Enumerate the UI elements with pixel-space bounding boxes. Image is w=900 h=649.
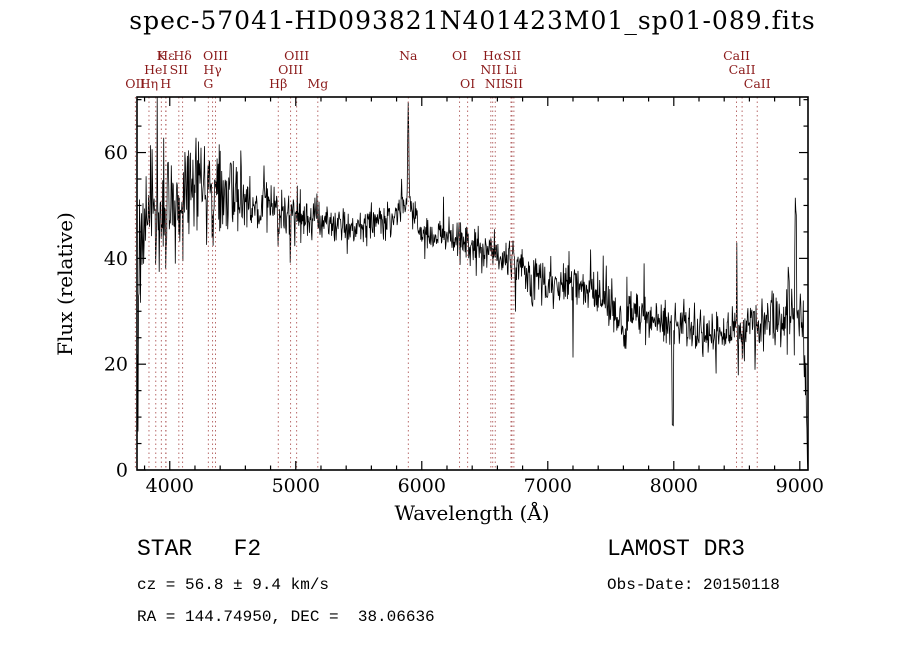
spectral-line-label: CaII <box>729 62 756 77</box>
spectral-line-label: HeI <box>144 62 167 77</box>
spectral-line-label: OIII <box>284 48 309 63</box>
x-tick-label: 4000 <box>146 475 194 497</box>
x-tick-label: 8000 <box>650 475 698 497</box>
spectral-line-label: OII <box>125 76 145 91</box>
y-axis-title: Flux (relative) <box>53 212 77 356</box>
y-tick-label: 0 <box>116 460 128 482</box>
y-tick-label: 40 <box>104 248 128 270</box>
spectral-line-label: OI <box>452 48 467 63</box>
spectral-line-label: NII <box>480 62 501 77</box>
spectral-line-label: Hβ <box>269 76 287 91</box>
cz-value-label: cz = 56.8 ± 9.4 km/s <box>137 576 330 594</box>
spectral-line-label: Li <box>505 62 517 77</box>
spectral-line-label: Hα <box>483 48 503 63</box>
y-tick-label: 20 <box>104 354 128 376</box>
spectral-line-label: Hε <box>157 48 174 63</box>
spectral-line-label: CaII <box>744 76 771 91</box>
x-tick-label: 6000 <box>398 475 446 497</box>
spectral-line-label: H <box>160 76 171 91</box>
spectral-line-label: CaII <box>723 48 750 63</box>
x-axis-title: Wavelength (Å) <box>394 500 549 525</box>
x-tick-label: 9000 <box>776 475 824 497</box>
x-tick-label: 5000 <box>272 475 320 497</box>
spectral-line-label: G <box>203 76 213 91</box>
y-tick-label: 60 <box>104 142 128 164</box>
spectral-line-label: Na <box>399 48 418 63</box>
spectral-line-label: SII <box>170 62 189 77</box>
spectral-line-label: Hδ <box>173 48 191 63</box>
spectral-line-label: Hγ <box>203 62 221 77</box>
obs-date-label: Obs-Date: 20150118 <box>607 576 780 594</box>
spectral-line-label: K <box>157 48 167 63</box>
spectral-line-label: OI <box>460 76 475 91</box>
spectral-line-label: Hη <box>140 76 158 91</box>
object-class-label: STAR F2 <box>137 536 262 562</box>
plot-frame <box>136 96 809 471</box>
spectral-line-label: SII <box>503 48 522 63</box>
spectral-line-label: SII <box>505 76 524 91</box>
spectral-line-label: OIII <box>278 62 303 77</box>
plot-title: spec-57041-HD093821N401423M01_sp01-089.f… <box>129 6 816 35</box>
survey-label: LAMOST DR3 <box>607 536 746 562</box>
spectral-line-label: OIII <box>203 48 228 63</box>
ra-dec-label: RA = 144.74950, DEC = 38.06636 <box>137 608 435 626</box>
spectral-line-label: NII <box>485 76 506 91</box>
spectral-line-label: Mg <box>307 76 328 91</box>
x-tick-label: 7000 <box>524 475 572 497</box>
spectrum-trace <box>136 96 809 471</box>
